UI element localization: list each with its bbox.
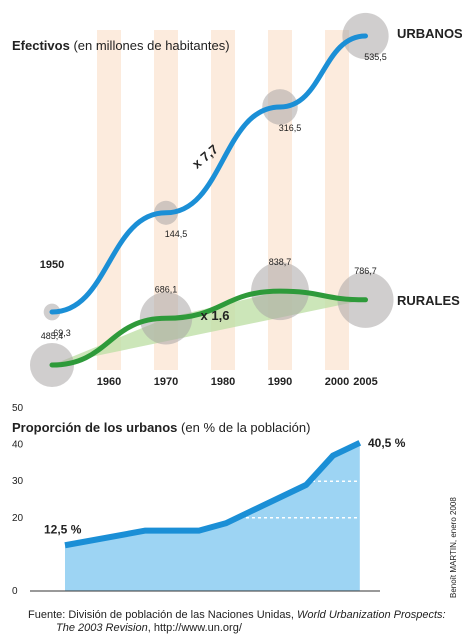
- x-tick-label: 1960: [97, 376, 121, 388]
- line: [64, 440, 362, 549]
- series-name: URBANOS: [397, 26, 462, 41]
- area: [65, 442, 360, 591]
- x-tick-label: 1970: [154, 376, 178, 388]
- title: Efectivos: [12, 38, 70, 53]
- background: [97, 30, 349, 370]
- subtitle: (en millones de habitantes): [73, 38, 229, 53]
- y-tick-label: 50: [12, 403, 24, 414]
- annotation: x 1,6: [201, 308, 230, 323]
- y-tick-label: 30: [12, 476, 24, 487]
- y-tick-label: 20: [12, 513, 24, 524]
- source-italic: World Urbanization Prospects:: [297, 609, 446, 621]
- data-label: 12,5 %: [44, 522, 82, 536]
- column-band: [97, 30, 121, 370]
- chart-title: Proporción de los urbanos (en % de la po…: [12, 420, 310, 435]
- series-line: [49, 288, 368, 368]
- data-label: 838,7: [269, 257, 292, 267]
- source-italic-cont: The 2003 Revision: [56, 622, 148, 634]
- x-tick-label: 1950: [40, 259, 64, 271]
- source-url: , http://www.un.org/: [148, 622, 243, 634]
- x-tick-label: 1990: [268, 376, 292, 388]
- x-tick-label: 1980: [211, 376, 235, 388]
- chart-title: Efectivos (en millones de habitantes): [12, 38, 230, 53]
- title: Proporción de los urbanos: [12, 420, 177, 435]
- data-label: 144,5: [165, 229, 188, 239]
- y-tick-label: 0: [12, 586, 18, 597]
- x-tick-label: 2000: [325, 376, 349, 388]
- data-label: 535,5: [364, 52, 387, 62]
- series-name: RURALES: [397, 293, 460, 308]
- data-label: 69,3: [53, 328, 71, 338]
- data-label: 316,5: [279, 123, 302, 133]
- y-tick-label: 40: [12, 440, 24, 451]
- data-label: 786,7: [354, 266, 377, 276]
- data-label: 40,5 %: [368, 436, 406, 450]
- series-line: [49, 33, 368, 315]
- data-label: 485,4: [41, 331, 64, 341]
- source-text: Fuente: División de población de las Nac…: [28, 609, 297, 621]
- source: Fuente: División de población de las Nac…: [28, 609, 446, 634]
- credit: Benoît MARTIN, enero 2008: [449, 497, 458, 598]
- data-label: 686,1: [155, 284, 178, 294]
- x-tick-label: 2005: [353, 376, 377, 388]
- subtitle: (en % de la población): [181, 420, 310, 435]
